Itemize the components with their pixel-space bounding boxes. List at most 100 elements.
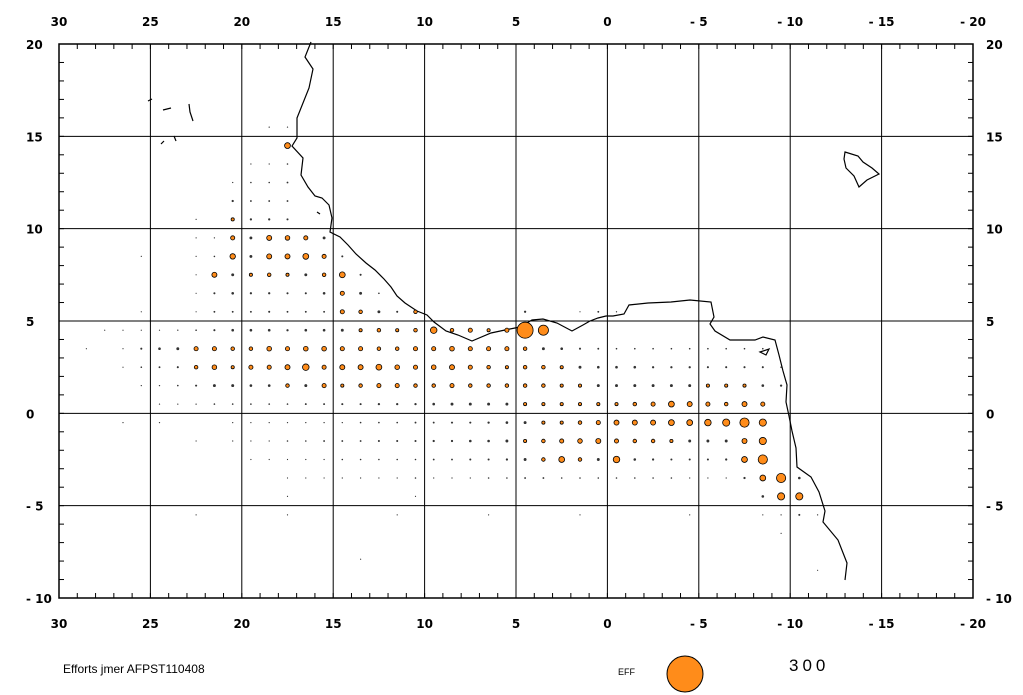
effort-point xyxy=(375,363,383,371)
effort-point xyxy=(650,419,657,426)
effort-point xyxy=(688,384,692,388)
effort-point xyxy=(211,364,218,370)
lat-label-left: 5 xyxy=(26,315,34,329)
effort-point xyxy=(777,492,786,501)
effort-point xyxy=(323,403,326,406)
effort-point xyxy=(249,236,253,240)
effort-point xyxy=(704,418,712,427)
effort-point xyxy=(303,345,309,352)
effort-point xyxy=(652,347,654,350)
effort-point xyxy=(212,384,216,388)
lon-label-top: 15 xyxy=(325,15,342,29)
effort-point xyxy=(504,346,510,352)
effort-point xyxy=(633,365,637,369)
effort-point xyxy=(615,365,618,369)
effort-point xyxy=(213,403,216,405)
effort-point xyxy=(725,458,728,461)
effort-point xyxy=(230,346,235,351)
effort-point xyxy=(450,421,454,424)
effort-point xyxy=(522,383,528,388)
effort-point xyxy=(321,364,327,370)
effort-point xyxy=(780,532,782,535)
effort-point xyxy=(431,346,437,352)
effort-point xyxy=(706,366,709,369)
effort-point xyxy=(122,329,124,331)
lon-label-top: 0 xyxy=(603,15,611,29)
effort-point xyxy=(689,477,691,479)
effort-point xyxy=(797,476,801,480)
effort-point xyxy=(231,328,235,332)
effort-point xyxy=(688,366,691,369)
effort-point xyxy=(304,328,308,332)
effort-point xyxy=(158,347,161,351)
effort-point xyxy=(722,418,731,427)
effort-point xyxy=(468,383,473,388)
effort-point xyxy=(323,477,325,479)
effort-point xyxy=(758,437,767,445)
effort-point xyxy=(578,347,582,350)
effort-point xyxy=(595,420,601,426)
effort-point xyxy=(451,477,453,479)
effort-point xyxy=(558,456,566,463)
effort-point xyxy=(231,199,234,203)
effort-point xyxy=(357,364,364,371)
effort-point xyxy=(559,438,565,444)
effort-point xyxy=(761,366,764,369)
lon-label-bottom: - 20 xyxy=(960,617,986,631)
effort-point xyxy=(522,346,528,351)
effort-point xyxy=(249,254,253,258)
effort-point xyxy=(541,402,546,407)
effort-point xyxy=(339,364,346,371)
effort-point xyxy=(705,401,711,407)
effort-point xyxy=(322,236,326,240)
effort-point xyxy=(395,328,400,333)
effort-point xyxy=(213,329,216,332)
effort-point xyxy=(250,440,252,442)
effort-point xyxy=(358,346,364,352)
effort-point xyxy=(340,328,344,332)
lon-label-top: - 5 xyxy=(690,15,708,29)
lon-label-top: 25 xyxy=(142,15,159,29)
effort-point xyxy=(634,477,636,479)
effort-point xyxy=(266,253,273,260)
effort-point xyxy=(504,383,510,388)
legend-value: 300 xyxy=(789,656,830,675)
effort-point xyxy=(705,383,710,388)
effort-point xyxy=(724,439,728,443)
effort-point xyxy=(378,421,380,424)
effort-point xyxy=(158,384,161,387)
effort-point xyxy=(339,309,345,315)
effort-point xyxy=(268,440,270,442)
effort-point xyxy=(359,421,362,424)
effort-point xyxy=(378,477,380,479)
effort-point xyxy=(668,419,675,426)
effort-point xyxy=(469,421,472,424)
lat-label-right: 0 xyxy=(986,407,994,421)
effort-point xyxy=(286,422,289,424)
effort-point xyxy=(322,291,326,295)
effort-point xyxy=(541,383,546,388)
lon-label-top: - 15 xyxy=(869,15,895,29)
effort-point xyxy=(596,384,600,388)
effort-point xyxy=(686,401,693,408)
river-delta-mark xyxy=(758,347,771,356)
islet-3 xyxy=(188,103,194,122)
effort-point xyxy=(359,440,362,442)
effort-point xyxy=(758,418,767,427)
lat-label-right: - 10 xyxy=(986,592,1012,606)
island-outline xyxy=(843,151,881,188)
effort-point xyxy=(305,458,307,461)
effort-point xyxy=(213,237,216,239)
effort-point xyxy=(195,440,197,442)
effort-point xyxy=(267,384,271,387)
effort-point xyxy=(249,328,253,332)
effort-point xyxy=(706,439,710,443)
effort-point xyxy=(505,402,509,406)
effort-point xyxy=(798,513,801,516)
effort-point xyxy=(523,438,528,443)
effort-point xyxy=(615,311,618,313)
effort-point xyxy=(321,383,327,389)
lon-label-bottom: 5 xyxy=(512,617,520,631)
islet-6 xyxy=(316,211,321,215)
